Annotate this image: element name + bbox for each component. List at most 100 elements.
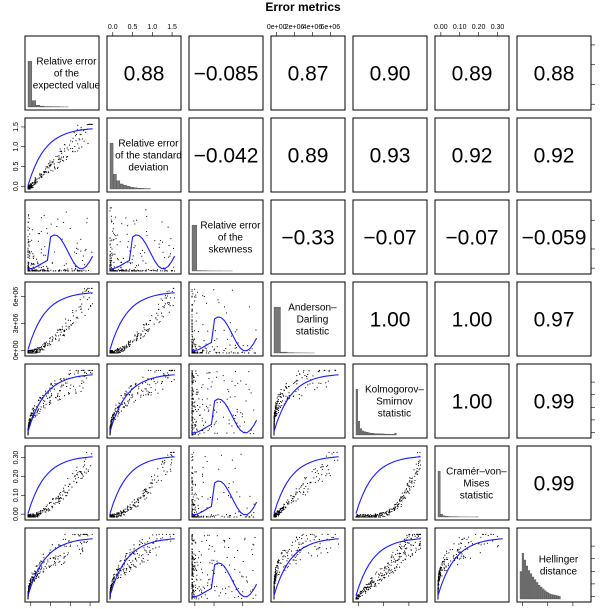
hist-bar: [370, 433, 373, 436]
scatter-point: [109, 254, 111, 256]
scatter-point: [109, 591, 111, 593]
scatter-point: [295, 491, 297, 493]
scatter-point: [48, 172, 50, 174]
scatter-point: [375, 516, 377, 518]
scatter-point: [413, 469, 415, 471]
scatter-point: [249, 495, 251, 497]
smoother-line: [191, 398, 258, 434]
scatter-point: [228, 586, 230, 588]
scatter-point: [163, 270, 165, 272]
scatter-point: [51, 393, 53, 395]
scatter-point: [244, 537, 246, 539]
scatter-point: [201, 516, 203, 518]
scatter-point: [47, 269, 49, 271]
scatter-point: [197, 391, 199, 393]
scatter-point: [27, 596, 29, 598]
scatter-point: [27, 254, 29, 256]
scatter-point: [377, 514, 379, 516]
scatter-point: [191, 404, 193, 406]
scatter-point: [277, 399, 279, 401]
scatter-point: [191, 319, 193, 321]
scatter-point: [274, 513, 276, 515]
scatter-point: [191, 582, 193, 584]
scatter-r6-c2: [191, 534, 258, 600]
scatter-point: [109, 516, 111, 518]
scatter-point: [210, 386, 212, 388]
scatter-point: [203, 515, 205, 517]
scatter-point: [75, 392, 77, 394]
scatter-point: [29, 515, 31, 517]
scatter-point: [146, 324, 148, 326]
scatter-point: [51, 388, 53, 390]
scatter-point: [43, 254, 45, 256]
scatter-point: [64, 150, 66, 152]
scatter-point: [60, 334, 62, 336]
scatter-point: [65, 263, 67, 265]
scatter-point: [27, 427, 29, 429]
scatter-point: [145, 262, 147, 264]
scatter-point: [365, 516, 367, 518]
scatter-point: [129, 549, 131, 551]
scatter-point: [111, 248, 113, 250]
scatter-point: [406, 488, 408, 490]
scatter-point: [236, 409, 238, 411]
scatter-point: [276, 565, 278, 567]
scatter-point: [307, 482, 309, 484]
scatter-point: [229, 496, 231, 498]
scatter-point: [121, 404, 123, 406]
scatter-point: [249, 516, 251, 518]
scatter-point: [202, 466, 204, 468]
scatter-point: [123, 568, 125, 570]
scatter-point: [192, 293, 194, 295]
scatter-point: [128, 400, 130, 402]
scatter-point: [112, 232, 114, 234]
scatter-point: [274, 582, 276, 584]
scatter-point: [195, 344, 197, 346]
scatter-point: [131, 564, 133, 566]
scatter-point: [122, 346, 124, 348]
scatter-point: [117, 577, 119, 579]
scatter-point: [134, 383, 136, 385]
scatter-point: [110, 587, 112, 589]
scatter-point: [325, 548, 327, 550]
scatter-point: [137, 393, 139, 395]
scatter-point: [192, 345, 194, 347]
scatter-point: [196, 514, 198, 516]
scatter-point: [355, 516, 357, 518]
scatter-point: [192, 484, 194, 486]
scatter-point: [135, 340, 137, 342]
scatter-point: [381, 512, 383, 514]
scatter-point: [53, 557, 55, 559]
scatter-point: [194, 512, 196, 514]
scatter-point: [194, 504, 196, 506]
scatter-point: [123, 514, 125, 516]
scatter-point: [280, 508, 282, 510]
scatter-point: [306, 378, 308, 380]
scatter-point: [114, 408, 116, 410]
scatter-point: [202, 481, 204, 483]
scatter-point: [129, 552, 131, 554]
scatter-point: [121, 349, 123, 351]
scatter-point: [33, 264, 35, 266]
scatter-point: [128, 270, 130, 272]
scatter-point: [63, 270, 65, 272]
scatter-point: [193, 581, 195, 583]
scatter-point: [110, 424, 112, 426]
scatter-point: [149, 549, 151, 551]
scatter-point: [61, 152, 63, 154]
scatter-point: [86, 451, 88, 453]
panel-frame-r0-c4: [352, 35, 428, 111]
scatter-point: [150, 492, 152, 494]
scatter-point: [39, 270, 41, 272]
scatter-point: [134, 501, 136, 503]
scatter-point: [166, 270, 168, 272]
scatter-point: [400, 496, 402, 498]
scatter-point: [143, 496, 145, 498]
scatter-point: [383, 512, 385, 514]
scatter-point: [36, 258, 38, 260]
scatter-point: [404, 497, 406, 499]
scatter-point: [291, 500, 293, 502]
scatter-point: [277, 515, 279, 517]
scatter-point: [401, 500, 403, 502]
